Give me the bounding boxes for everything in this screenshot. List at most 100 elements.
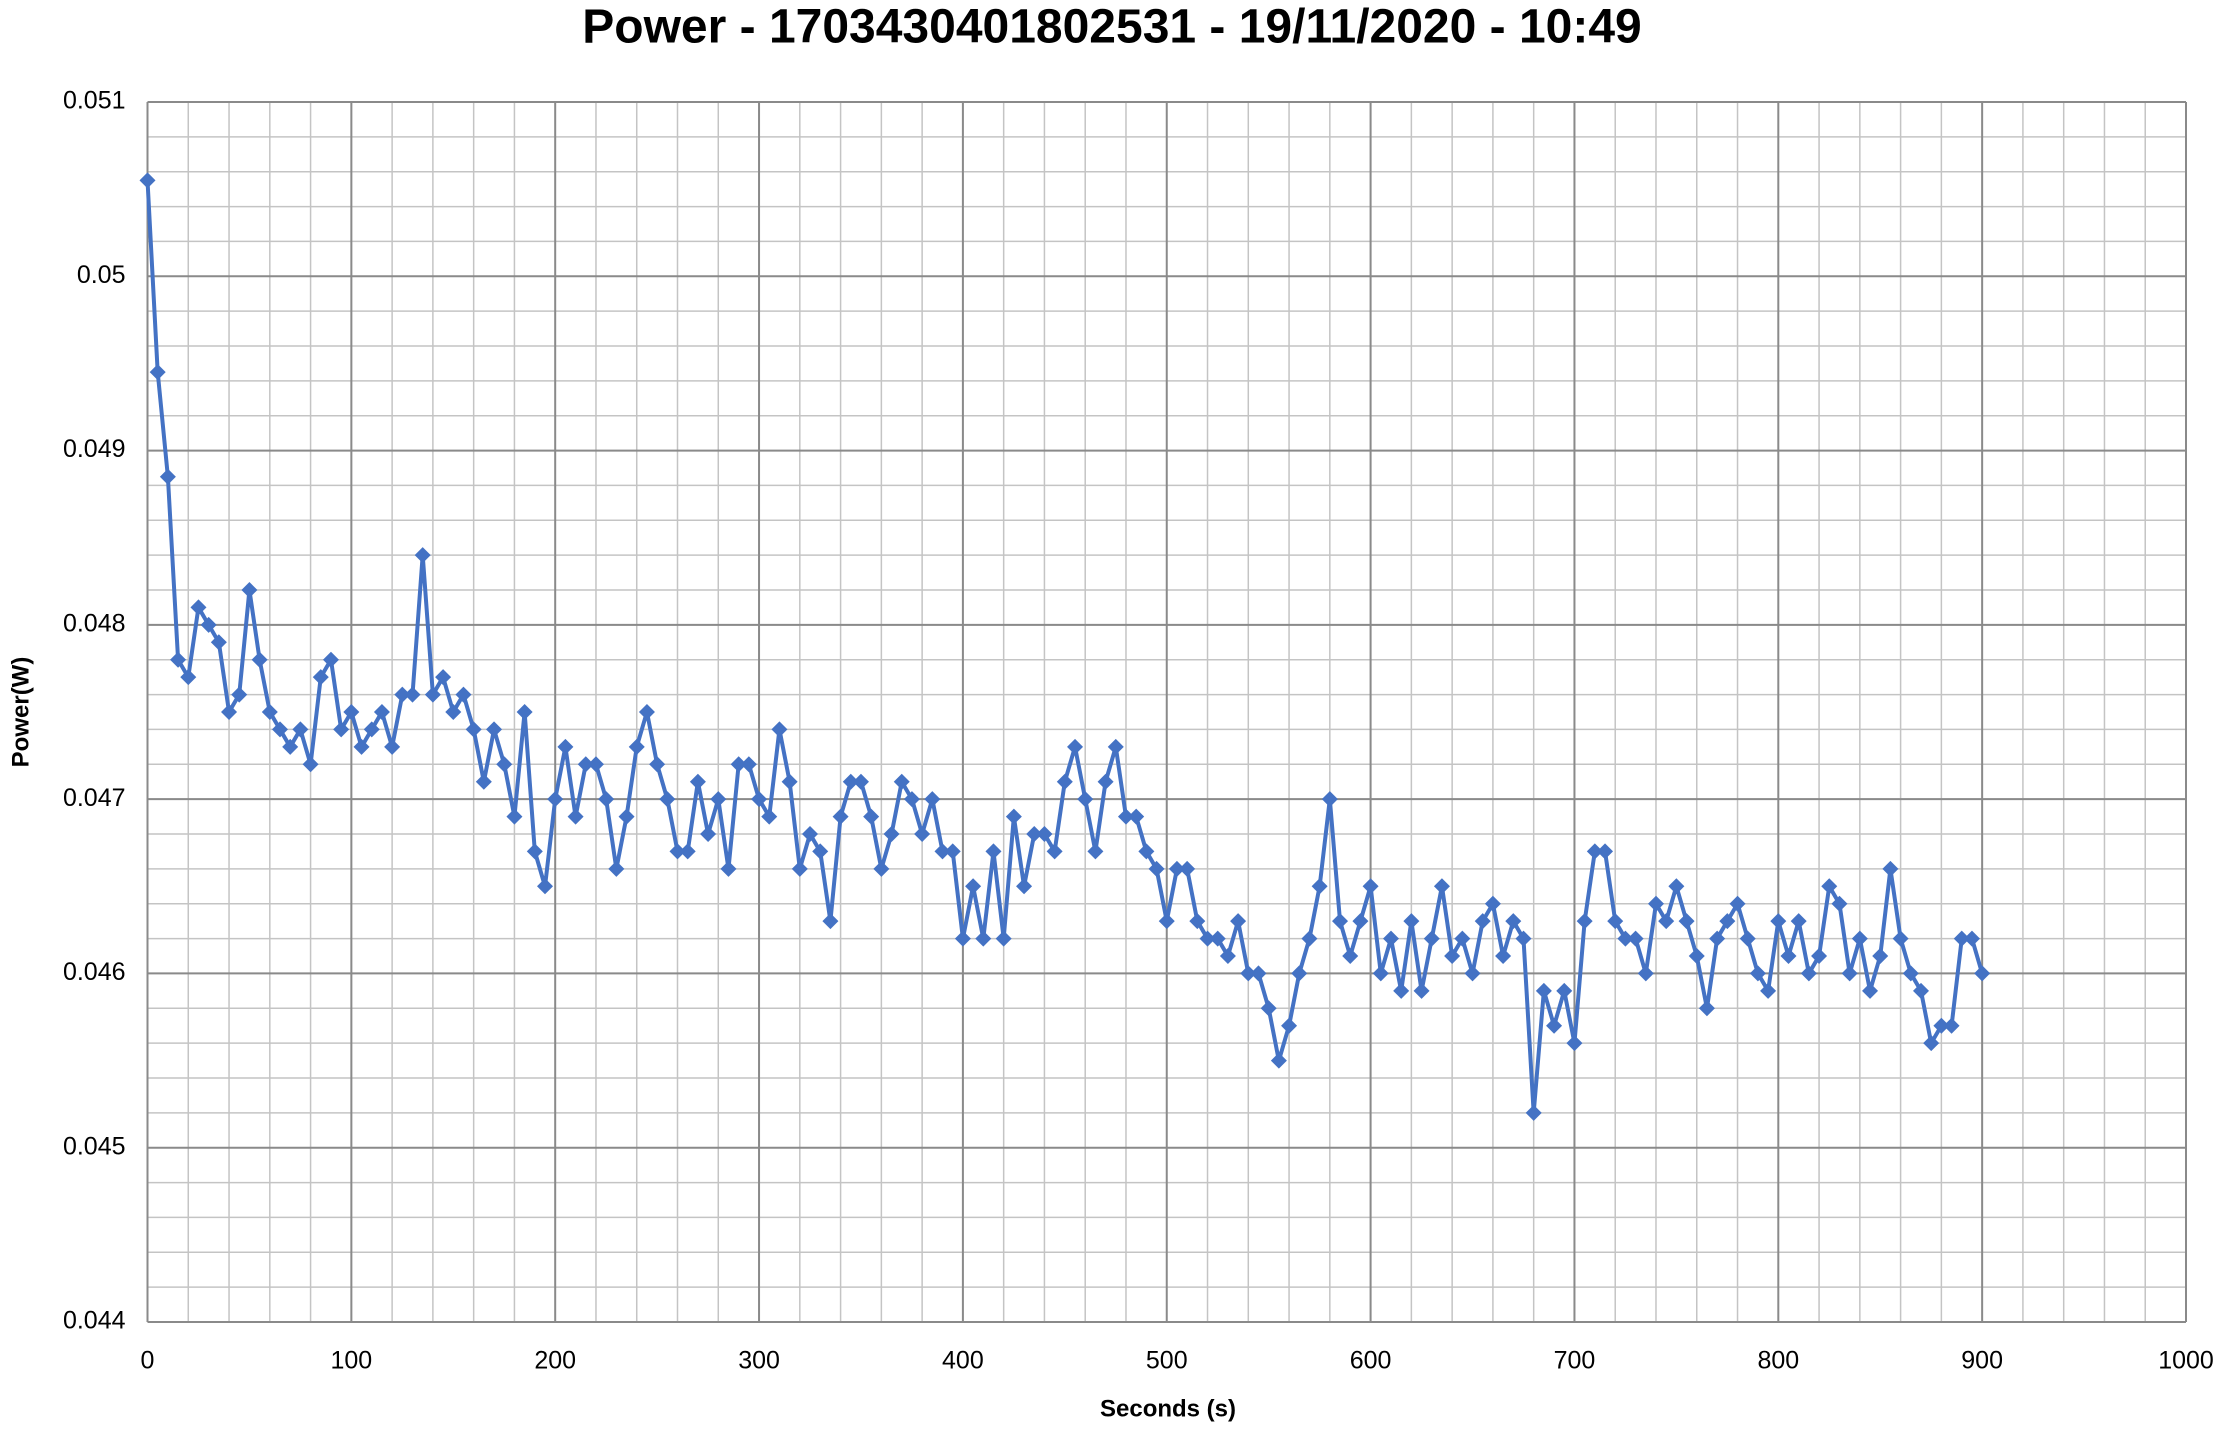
data-point <box>914 826 931 842</box>
data-point <box>669 843 686 860</box>
data-point <box>608 860 625 877</box>
data-point <box>1454 930 1471 947</box>
data-point <box>435 669 452 686</box>
data-point <box>567 808 584 825</box>
data-point <box>343 704 360 720</box>
data-point <box>1607 913 1624 930</box>
data-point <box>404 686 421 703</box>
data-point <box>924 791 941 808</box>
data-point <box>526 843 543 860</box>
data-point <box>1240 965 1257 982</box>
data-point <box>720 860 737 877</box>
data-point <box>1647 895 1664 912</box>
x-tick-label: 700 <box>1554 1347 1596 1375</box>
data-point <box>812 843 829 860</box>
chart-title: Power - 1703430401802531 - 19/11/2020 - … <box>582 1 1642 54</box>
data-point <box>414 547 431 564</box>
data-point <box>1556 982 1573 999</box>
data-point <box>282 738 299 755</box>
data-point <box>312 669 329 686</box>
data-point <box>475 773 492 790</box>
data-point <box>1026 826 1043 842</box>
data-point <box>557 738 574 755</box>
data-point <box>1586 843 1603 860</box>
data-point <box>638 704 655 720</box>
data-point <box>1811 948 1828 964</box>
data-point <box>547 791 564 808</box>
x-tick-label: 900 <box>1961 1347 2003 1375</box>
data-point <box>1342 948 1359 964</box>
data-point <box>1535 982 1552 999</box>
data-point <box>1790 913 1807 930</box>
data-point <box>1780 948 1797 964</box>
data-point <box>496 756 513 773</box>
data-point <box>506 808 523 825</box>
data-point <box>455 686 472 703</box>
data-point <box>1067 738 1084 755</box>
x-tick-label: 1000 <box>2158 1347 2214 1375</box>
data-point <box>1770 913 1787 930</box>
data-point <box>302 756 319 773</box>
data-point <box>802 826 819 842</box>
x-tick-label: 0 <box>141 1347 155 1375</box>
data-point <box>1943 1017 1960 1034</box>
data-point <box>1862 982 1879 999</box>
data-point <box>1423 930 1440 947</box>
data-point <box>781 773 798 790</box>
data-point <box>231 686 248 703</box>
data-point <box>1953 930 1970 947</box>
data-point <box>700 826 717 842</box>
data-point <box>1912 982 1929 999</box>
data-point <box>139 172 156 189</box>
data-point <box>180 669 197 686</box>
data-point <box>832 808 849 825</box>
data-point <box>1597 843 1614 860</box>
data-point <box>1168 860 1185 877</box>
data-point <box>1627 930 1644 947</box>
data-point <box>1902 965 1919 982</box>
data-point <box>1709 930 1726 947</box>
data-point <box>363 721 380 738</box>
data-point <box>761 808 778 825</box>
y-tick-label: 0.047 <box>63 784 126 812</box>
data-point <box>1158 913 1175 930</box>
x-tick-label: 500 <box>1146 1347 1188 1375</box>
data-point <box>149 364 166 381</box>
data-point <box>1484 895 1501 912</box>
data-point <box>1046 843 1063 860</box>
data-point <box>1963 930 1980 947</box>
data-point <box>465 721 482 738</box>
data-point <box>1474 913 1491 930</box>
data-point <box>1495 948 1512 964</box>
data-point <box>384 738 401 755</box>
data-point <box>934 843 951 860</box>
data-point <box>1077 791 1094 808</box>
data-point <box>577 756 594 773</box>
data-point <box>659 791 676 808</box>
x-tick-label: 100 <box>330 1347 372 1375</box>
data-point <box>1270 1052 1287 1069</box>
data-point <box>1148 860 1165 877</box>
data-point <box>210 634 227 651</box>
data-point <box>1352 913 1369 930</box>
data-point <box>842 773 859 790</box>
data-point <box>598 791 615 808</box>
data-point <box>1372 965 1389 982</box>
data-point <box>1433 878 1450 895</box>
data-point <box>1332 913 1349 930</box>
y-tick-label: 0.045 <box>63 1132 126 1160</box>
data-point <box>883 826 900 842</box>
data-point <box>710 791 727 808</box>
data-point <box>1739 930 1756 947</box>
data-point <box>394 686 411 703</box>
data-point <box>1831 895 1848 912</box>
data-point <box>985 843 1002 860</box>
data-point <box>424 686 441 703</box>
data-point <box>1851 930 1868 947</box>
data-point <box>333 721 350 738</box>
data-point <box>1301 930 1318 947</box>
data-point <box>1362 878 1379 895</box>
data-point <box>954 930 971 947</box>
data-point <box>1321 791 1338 808</box>
data-point <box>1933 1017 1950 1034</box>
